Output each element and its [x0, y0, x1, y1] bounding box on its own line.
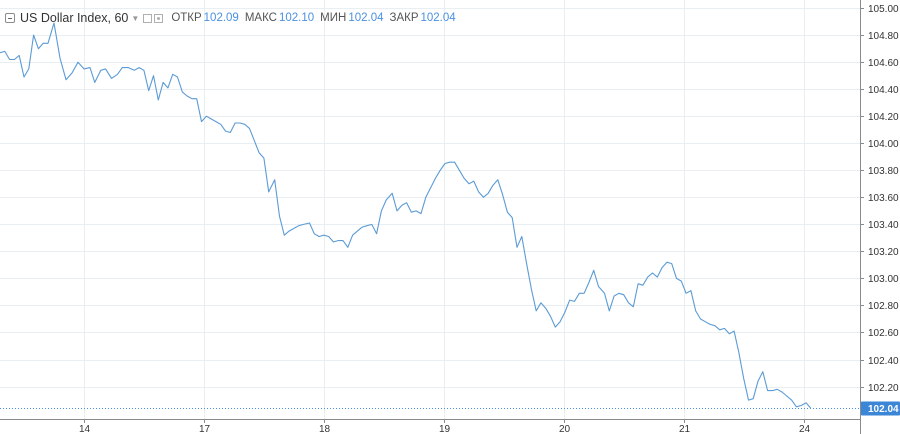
open-label: ОТКР — [171, 12, 202, 24]
x-tick-label: 19 — [439, 424, 451, 434]
low-value: 102.04 — [348, 12, 384, 24]
close-label: ЗАКР — [389, 12, 419, 24]
y-tick-label: 103.00 — [868, 274, 899, 285]
open-value: 102.09 — [203, 12, 239, 24]
collapse-icon[interactable] — [5, 13, 15, 23]
y-tick-label: 103.20 — [868, 247, 899, 258]
y-tick-label: 104.00 — [868, 139, 899, 150]
y-tick-label: 102.80 — [868, 301, 899, 312]
symbol-title[interactable]: US Dollar Index, 60 — [20, 11, 129, 25]
y-tick-label: 102.20 — [868, 383, 899, 394]
y-tick-label: 102.40 — [868, 356, 899, 367]
y-tick-label: 103.80 — [868, 166, 899, 177]
y-tick-label: 105.00 — [868, 4, 899, 15]
settings-icon[interactable] — [154, 13, 164, 23]
close-value: 102.04 — [420, 12, 456, 24]
last-price-tag — [861, 401, 900, 416]
x-tick-label: 17 — [199, 424, 211, 434]
y-tick-label: 104.40 — [868, 85, 899, 96]
y-tick-label: 103.40 — [868, 220, 899, 231]
chart-header: US Dollar Index, 60 ▼ ОТКР 102.09 МАКС 1… — [5, 9, 456, 27]
y-tick-label: 103.60 — [868, 193, 899, 204]
x-tick-label: 14 — [79, 424, 91, 434]
x-tick-label: 18 — [319, 424, 331, 434]
low-label: МИН — [320, 12, 347, 24]
x-tick-label: 20 — [559, 424, 571, 434]
y-tick-label: 104.60 — [868, 58, 899, 69]
y-tick-label: 102.60 — [868, 328, 899, 339]
chevron-down-icon[interactable]: ▼ — [131, 13, 140, 23]
high-value: 102.10 — [278, 12, 315, 24]
x-tick-label: 24 — [799, 424, 811, 434]
eye-icon[interactable] — [143, 13, 153, 23]
high-label: МАКС — [244, 12, 277, 24]
last-price-tag-label: 102.04 — [868, 404, 899, 415]
y-tick-label: 104.80 — [868, 31, 899, 42]
y-tick-label: 104.20 — [868, 112, 899, 123]
price-line-series[interactable] — [0, 22, 812, 409]
x-tick-label: 21 — [679, 424, 691, 434]
